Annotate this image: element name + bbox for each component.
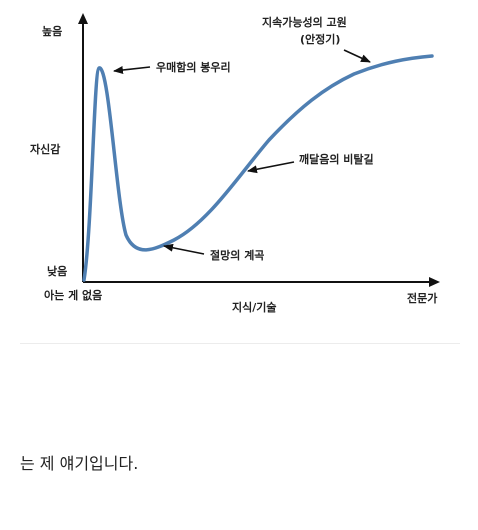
y-axis-label: 자신감 — [30, 142, 60, 156]
plateau-arrow — [343, 49, 371, 63]
dunning-kruger-figure: 높음 자신감 낮음 아는 게 없음 지식/기술 전문가 우매함의 봉우리 절망의… — [14, 0, 466, 338]
x-axis-left-label: 아는 게 없음 — [44, 288, 102, 302]
x-axis-arrowhead — [429, 277, 440, 287]
y-axis-arrowhead — [78, 13, 88, 24]
slope-annotation: 깨달음의 비탈길 — [299, 152, 374, 166]
valley-annotation: 절망의 계곡 — [210, 248, 264, 262]
confidence-curve — [82, 54, 434, 282]
caption-text: 는 제 얘기입니다. — [20, 454, 139, 473]
y-axis-bottom-label: 낮음 — [47, 264, 67, 278]
y-axis-top-label: 높음 — [42, 25, 62, 38]
plateau-annotation-line2: (안정기) — [300, 32, 340, 46]
valley-arrow — [163, 243, 205, 255]
peak-annotation: 우매함의 봉우리 — [156, 60, 231, 74]
peak-arrow — [113, 66, 151, 74]
x-axis-label: 지식/기술 — [232, 300, 277, 314]
dunning-kruger-diagram: 높음 자신감 낮음 아는 게 없음 지식/기술 전문가 우매함의 봉우리 절망의… — [30, 13, 440, 314]
plateau-annotation-line1: 지속가능성의 고원 — [262, 15, 347, 29]
figure-divider — [20, 343, 460, 344]
x-axis-right-label: 전문가 — [407, 291, 437, 305]
slope-arrow — [247, 161, 295, 174]
